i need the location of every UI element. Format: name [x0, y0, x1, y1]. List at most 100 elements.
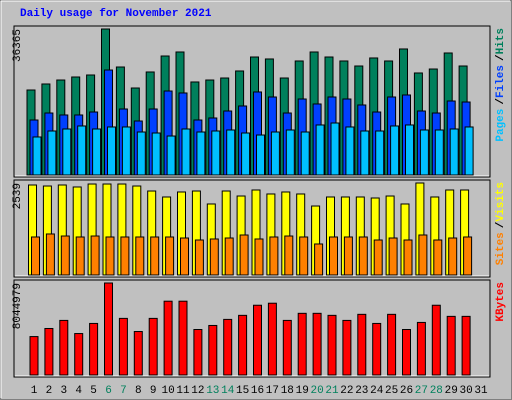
- bar: [372, 322, 382, 376]
- bar: [327, 314, 337, 376]
- bar: [329, 236, 338, 276]
- bar: [118, 317, 128, 376]
- bar: [45, 233, 55, 276]
- bar: [223, 318, 233, 376]
- x-tick-label: 14: [221, 385, 235, 397]
- bar: [238, 314, 248, 376]
- bar: [285, 129, 295, 176]
- x-tick-label: 13: [206, 385, 219, 397]
- bar: [418, 234, 428, 276]
- x-tick-label: 6: [105, 385, 112, 397]
- bar: [211, 130, 221, 176]
- bar: [330, 122, 340, 176]
- bar: [120, 236, 130, 276]
- legend-entry: Hits: [495, 28, 507, 54]
- bar: [178, 300, 188, 376]
- x-tick-label: 21: [325, 385, 339, 397]
- legend-separator: /: [495, 54, 507, 61]
- y-tick-label: 36365: [12, 29, 24, 62]
- x-tick-label: 12: [191, 385, 204, 397]
- bar: [464, 126, 474, 176]
- bar: [267, 302, 277, 376]
- bar: [92, 128, 102, 176]
- bar: [121, 126, 131, 176]
- x-tick-label: 17: [266, 385, 279, 397]
- bar: [47, 130, 57, 176]
- bar: [345, 126, 355, 176]
- bar: [136, 131, 146, 176]
- x-tick-label: 30: [459, 385, 472, 397]
- bar: [163, 300, 173, 376]
- bar: [239, 234, 249, 276]
- bar: [269, 236, 279, 276]
- x-tick-label: 7: [120, 385, 127, 397]
- bar: [431, 304, 441, 376]
- bar: [74, 333, 84, 376]
- bar: [434, 129, 444, 176]
- x-tick-label: 22: [340, 385, 353, 397]
- bar: [446, 315, 456, 376]
- bar: [375, 130, 385, 176]
- bar: [181, 128, 191, 176]
- bar: [166, 135, 176, 176]
- legend-entry: Files: [495, 65, 507, 98]
- bar: [31, 236, 40, 276]
- bar: [180, 237, 189, 276]
- bar: [448, 237, 458, 276]
- bar: [253, 304, 262, 376]
- y-tick-label: 2539: [12, 183, 24, 209]
- bar: [256, 134, 265, 176]
- bar: [62, 128, 72, 176]
- x-tick-label: 19: [296, 385, 309, 397]
- x-tick-label: 27: [415, 385, 428, 397]
- bar: [403, 239, 413, 276]
- y-tick-label: 8044979: [12, 283, 24, 329]
- bar: [314, 243, 324, 276]
- legend-entry: Sites: [495, 232, 507, 265]
- x-tick-label: 25: [385, 385, 398, 397]
- legend: Pages/Files/Hits: [495, 28, 507, 142]
- bar: [360, 130, 370, 176]
- legend-separator: /: [495, 221, 507, 228]
- x-tick-label: 9: [150, 385, 157, 397]
- x-tick-label: 10: [161, 385, 174, 397]
- bar: [226, 129, 236, 176]
- bar: [343, 236, 353, 276]
- bar: [150, 236, 160, 276]
- bar: [449, 128, 459, 176]
- legend-entry: Visits: [495, 182, 507, 222]
- bar: [405, 124, 414, 176]
- x-tick-label: 11: [176, 385, 190, 397]
- x-tick-label: 5: [90, 385, 97, 397]
- bar: [416, 321, 426, 376]
- bar: [148, 317, 158, 376]
- x-tick-label: 2: [46, 385, 53, 397]
- x-tick-label: 20: [310, 385, 323, 397]
- bar: [209, 238, 219, 276]
- x-tick-label: 28: [430, 385, 443, 397]
- bar: [312, 312, 322, 376]
- x-tick-label: 29: [445, 385, 458, 397]
- bar: [208, 324, 218, 376]
- bar: [32, 136, 42, 176]
- bar: [254, 238, 264, 276]
- x-tick-label: 8: [135, 385, 142, 397]
- legend-entry: Pages: [495, 109, 507, 142]
- bar: [419, 129, 429, 176]
- bar: [357, 313, 367, 376]
- x-tick-label: 15: [236, 385, 249, 397]
- bar: [193, 329, 203, 376]
- bar: [433, 239, 443, 276]
- bar: [461, 315, 471, 376]
- x-tick-label: 1: [31, 385, 38, 397]
- bar: [44, 327, 54, 376]
- bar: [165, 236, 175, 276]
- bar: [77, 125, 87, 176]
- bar: [299, 236, 309, 276]
- bar: [89, 322, 99, 376]
- legend: KBytes: [495, 282, 507, 322]
- legend-separator: /: [495, 98, 507, 105]
- bar: [270, 131, 280, 176]
- bar: [75, 236, 85, 276]
